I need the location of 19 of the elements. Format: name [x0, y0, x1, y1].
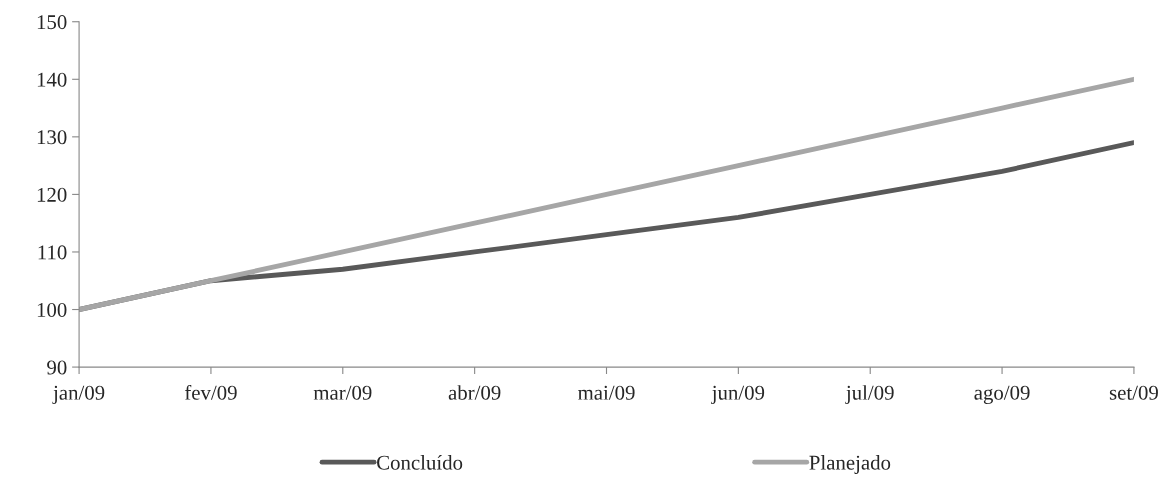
x-tick-label: abr/09: [448, 385, 501, 400]
y-tick-label: 110: [38, 245, 67, 260]
legend-label: Concluído: [377, 455, 463, 470]
x-tick-label: jun/09: [711, 385, 765, 405]
y-tick-label: 120: [37, 187, 67, 202]
y-tick-label: 150: [37, 15, 67, 30]
y-tick-label: 140: [37, 72, 67, 87]
x-tick-label: jan/09: [52, 385, 105, 405]
x-tick-label: jul/09: [845, 385, 894, 405]
x-tick-label: mai/09: [578, 385, 635, 400]
y-tick-label: 130: [37, 130, 67, 145]
line-series: [79, 76, 1134, 312]
x-tick-label: set/09: [1109, 385, 1158, 400]
x-tick-label: mar/09: [313, 385, 372, 400]
legend-label: Planejado: [809, 455, 891, 474]
y-tick-label: 90: [47, 360, 67, 375]
x-tick-label: ago/09: [974, 385, 1030, 405]
x-tick-label: fev/09: [184, 384, 237, 400]
y-tick-label: 100: [37, 302, 67, 317]
